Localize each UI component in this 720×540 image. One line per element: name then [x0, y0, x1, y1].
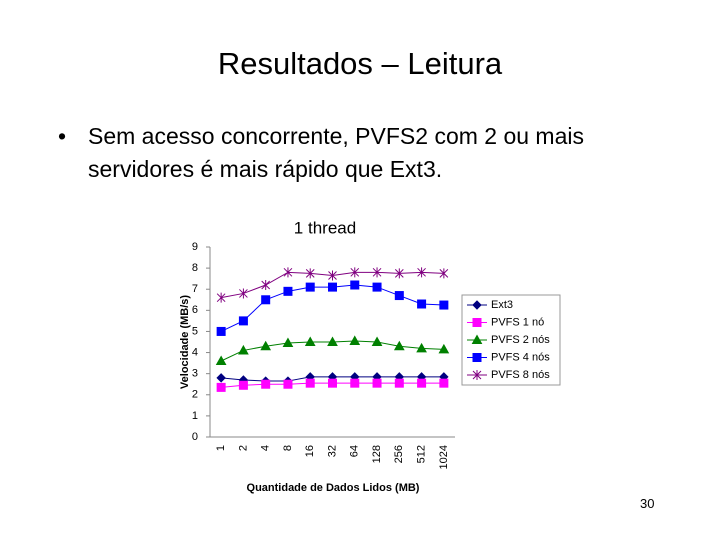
data-point: [393, 340, 405, 351]
data-point: [283, 379, 293, 389]
data-point: [215, 355, 227, 365]
y-tick-label: 2: [192, 389, 198, 401]
data-point: [394, 268, 404, 279]
y-axis-label: Velocidade (MB/s): [179, 295, 191, 389]
data-point: [417, 267, 426, 278]
legend-label: PVFS 8 nós: [491, 369, 550, 381]
data-point: [283, 286, 293, 296]
y-tick-label: 3: [192, 368, 198, 380]
data-point: [216, 382, 226, 392]
legend-label: Ext3: [491, 299, 513, 311]
x-tick-label: 1: [215, 445, 227, 451]
x-tick-label: 1024: [438, 445, 450, 469]
y-tick-label: 4: [192, 346, 198, 358]
x-tick-label: 2: [237, 445, 249, 451]
data-point: [328, 270, 337, 281]
page-number: 30: [640, 496, 655, 511]
legend-marker: [471, 334, 483, 344]
x-tick-label: 4: [260, 445, 272, 451]
y-tick-label: 9: [192, 241, 198, 253]
data-point: [238, 316, 248, 326]
y-tick-label: 5: [192, 325, 198, 337]
data-point: [439, 300, 449, 310]
data-point: [305, 378, 315, 388]
legend-marker: [472, 353, 482, 362]
data-point: [216, 326, 226, 336]
x-tick-label: 128: [371, 445, 383, 463]
data-point: [216, 292, 226, 303]
data-point: [282, 337, 294, 348]
x-tick-label: 16: [304, 445, 316, 457]
data-point: [238, 380, 248, 390]
data-point: [261, 379, 271, 389]
data-point: [439, 268, 449, 279]
data-point: [261, 295, 271, 305]
legend-label: PVFS 2 nós: [491, 334, 550, 346]
y-tick-label: 1: [192, 410, 198, 422]
x-tick-label: 256: [393, 445, 405, 463]
series-line: [220, 284, 444, 332]
y-tick-label: 8: [192, 262, 198, 274]
legend-marker: [472, 300, 482, 310]
data-point: [327, 336, 338, 346]
data-point: [417, 378, 427, 388]
bullet-text: Sem acesso concorrente, PVFS2 com 2 ou m…: [88, 123, 584, 182]
y-tick-label: 7: [192, 283, 198, 295]
data-point: [305, 282, 315, 292]
x-tick-label: 8: [282, 445, 294, 451]
data-point: [239, 288, 248, 299]
data-point: [260, 340, 272, 351]
data-point: [350, 378, 360, 388]
legend-label: PVFS 4 nós: [491, 351, 550, 363]
x-axis-label: Quantidade de Dados Lidos (MB): [247, 482, 420, 494]
data-point: [328, 378, 337, 388]
data-point: [417, 299, 427, 309]
data-point: [438, 343, 450, 354]
data-point: [372, 378, 382, 388]
data-point: [304, 336, 316, 346]
data-point: [238, 344, 249, 355]
data-point: [261, 280, 271, 290]
slide-title: Resultados – Leitura: [217, 46, 503, 81]
data-point: [350, 267, 360, 278]
data-point: [350, 280, 360, 290]
data-point: [328, 282, 337, 292]
data-point: [439, 378, 449, 388]
data-point: [394, 378, 404, 388]
data-point: [372, 267, 382, 278]
legend-label: PVFS 1 nó: [491, 316, 544, 328]
data-point: [372, 282, 382, 292]
x-tick-label: 64: [349, 445, 361, 457]
data-point: [394, 291, 404, 301]
legend-marker: [472, 370, 482, 380]
y-tick-label: 6: [192, 304, 198, 316]
bullet-mark: •: [58, 123, 67, 149]
chart-title: 1 thread: [294, 218, 356, 237]
data-point: [283, 267, 293, 278]
x-tick-label: 32: [326, 445, 338, 457]
data-point: [371, 336, 383, 346]
legend-marker: [472, 318, 482, 327]
y-tick-label: 0: [192, 431, 198, 443]
data-point: [305, 268, 315, 279]
data-point: [216, 373, 226, 383]
data-point: [349, 335, 361, 345]
data-point: [416, 342, 427, 353]
x-tick-label: 512: [415, 445, 427, 463]
